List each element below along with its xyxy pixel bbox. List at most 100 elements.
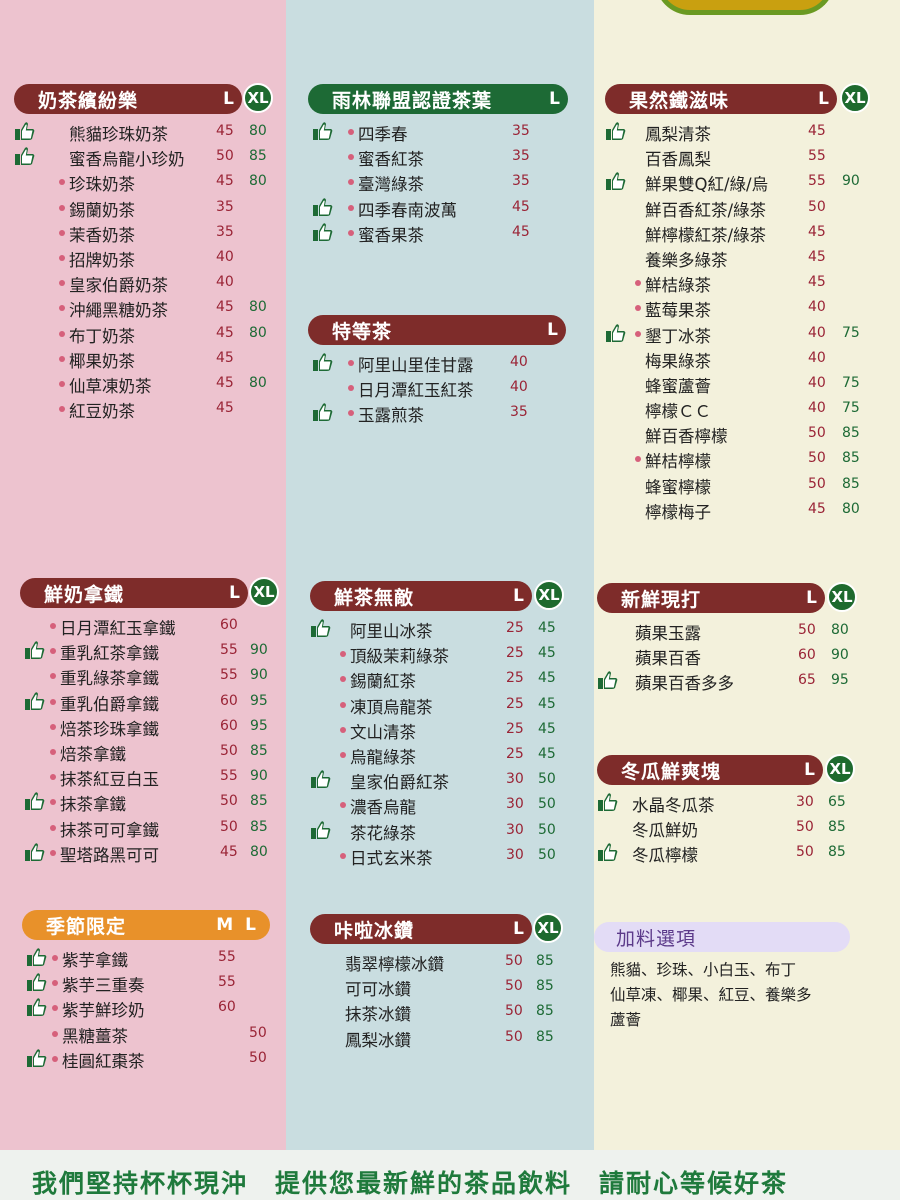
price-large: 85: [250, 818, 268, 835]
section-fruit: 果然鐵滋味 L XL 鳳梨清茶 45 百香鳳梨 55 鮮果雙Q紅/綠/烏 55 90 鮮百香紅茶/綠…: [605, 83, 875, 523]
item-name: 抹茶可可拿鐵: [60, 820, 159, 840]
section-latte: 鮮奶拿鐵 L XL 日月潭紅玉拿鐵 60 重乳紅茶拿鐵 55 90 重乳綠茶拿鐵 55 90 重乳伯爵…: [20, 577, 280, 866]
price-small: 45: [512, 223, 530, 240]
item-name: 重乳伯爵拿鐵: [60, 694, 159, 714]
bullet-dot: [50, 673, 56, 680]
item-name: 日月潭紅玉紅茶: [358, 381, 474, 401]
menu-item: 錫蘭奶茶 35: [14, 196, 274, 221]
menu-item: 黑糖薑茶 50: [22, 1022, 282, 1047]
item-name: 蜜香烏龍小珍奶: [69, 150, 185, 170]
menu-item: 蘋果玉露 50 80: [597, 619, 867, 644]
item-name: 錫蘭奶茶: [69, 200, 135, 220]
menu-item: 焙茶拿鐵 50 85: [20, 740, 280, 765]
rainforest-header: 雨林聯盟認證茶葉 L: [308, 84, 568, 114]
price-large: 85: [536, 978, 554, 995]
menu-item: 日月潭紅玉紅茶 40: [308, 376, 573, 401]
thumbs-up-icon: [597, 670, 619, 690]
price-large: 65: [828, 794, 846, 810]
item-name: 檸檬梅子: [645, 502, 711, 522]
item-name: 文山清茶: [350, 722, 416, 742]
item-name: 鮮果雙Q紅/綠/烏: [645, 175, 769, 195]
price-small: 55: [220, 667, 238, 684]
menu-list: 鳳梨清茶 45 百香鳳梨 55 鮮果雙Q紅/綠/烏 55 90 鮮百香紅茶/綠茶 50 鮮檸檬紅茶…: [605, 120, 875, 523]
price-small: 60: [220, 692, 238, 709]
thumbs-up-icon: [312, 352, 334, 372]
thumbs-up-icon: [605, 323, 627, 343]
menu-item: 檸檬ＣＣ 40 75: [605, 397, 875, 422]
price-large: 45: [538, 620, 556, 636]
menu-item: 茶花綠茶 30 50: [310, 819, 570, 844]
price-small: 45: [808, 274, 826, 291]
menu-item: 阿里山里佳甘露 40: [308, 351, 573, 376]
price-large: 45: [538, 670, 556, 687]
price-small: 25: [506, 745, 524, 762]
bullet-dot: [348, 129, 354, 135]
price-small: 50: [505, 1028, 523, 1045]
item-name: 珍珠奶茶: [69, 175, 135, 195]
item-name: 茉香奶茶: [69, 225, 135, 245]
bullet-dot: [59, 280, 65, 287]
bullet-dot: [59, 204, 65, 211]
size-label: L: [806, 588, 817, 608]
price-large: 85: [842, 450, 860, 467]
price-small: 45: [216, 299, 234, 316]
item-name: 紫芋鮮珍奶: [62, 1001, 145, 1021]
item-name: 烏龍綠茶: [350, 747, 416, 767]
bullet-dot: [59, 355, 65, 362]
item-name: 藍莓果茶: [645, 301, 711, 321]
price-small: 50: [505, 978, 523, 995]
price-small: 40: [808, 400, 826, 417]
menu-item: 檸檬梅子 45 80: [605, 498, 875, 523]
section-winter-melon: 冬瓜鮮爽塊 L XL 水晶冬瓜茶 30 65 冬瓜鮮奶 50 85 冬瓜檸檬 50 85: [597, 754, 867, 867]
bullet-dot: [635, 330, 641, 337]
thumbs-up-icon: [310, 618, 332, 638]
toppings-list: 熊貓、珍珠、小白玉、布丁 仙草凍、椰果、紅豆、養樂多 蘆薈: [610, 958, 870, 1033]
price-small: 45: [808, 500, 826, 517]
price-small: 50: [798, 622, 816, 638]
thumbs-up-icon: [14, 121, 36, 141]
price-small: 30: [506, 771, 524, 788]
item-name: 水晶冬瓜茶: [632, 796, 715, 815]
section-title: 鮮奶拿鐵: [44, 583, 125, 606]
section-title: 季節限定: [46, 915, 127, 938]
item-name: 濃香烏龍: [350, 798, 416, 818]
menu-item: 墾丁冰茶 40 75: [605, 322, 875, 347]
price-small: 60: [220, 717, 238, 734]
bullet-dot: [50, 849, 56, 856]
menu-item: 重乳伯爵拿鐵 60 95: [20, 690, 280, 715]
size-label: L: [547, 320, 558, 340]
price-small: 25: [506, 720, 524, 737]
bullet-dot: [50, 799, 56, 806]
item-name: 鳳梨清茶: [645, 125, 711, 144]
section-title: 鮮茶無敵: [334, 586, 415, 609]
price-large: 85: [249, 148, 267, 165]
menu-item: 頂級茉莉綠茶 25 45: [310, 642, 570, 667]
price-small: 35: [510, 404, 528, 421]
bullet-dot: [52, 955, 58, 961]
price-large: 80: [831, 622, 849, 638]
menu-item: 重乳紅茶拿鐵 55 90: [20, 639, 280, 664]
menu-item: 鳳梨冰鑽 50 85: [310, 1026, 570, 1051]
price-small: 60: [798, 647, 816, 664]
section-kala-ice: 咔啦冰鑽 L XL 翡翠檸檬冰鑽 50 85 可可冰鑽 50 85 抹茶冰鑽 50 85 鳳梨冰鑽 50 8…: [310, 913, 570, 1051]
menu-item: 鮮百香檸檬 50 85: [605, 422, 875, 447]
price-small: 40: [808, 299, 826, 316]
thumbs-up-icon: [310, 820, 332, 840]
menu-item: 阿里山冰茶 25 45: [310, 617, 570, 642]
item-name: 可可冰鑽: [345, 980, 411, 1000]
thumbs-up-icon: [312, 222, 334, 242]
price-small: 50: [808, 450, 826, 467]
menu-list: 翡翠檸檬冰鑽 50 85 可可冰鑽 50 85 抹茶冰鑽 50 85 鳳梨冰鑽 50 85: [310, 950, 570, 1051]
thumbs-up-icon: [605, 121, 627, 141]
menu-list: 熊貓珍珠奶茶 45 80 蜜香烏龍小珍奶 50 85 珍珠奶茶 45 80 錫蘭奶茶 35 茉香奶茶 3…: [14, 120, 274, 422]
menu-item: 四季春 35: [308, 120, 573, 145]
size-label: L: [229, 583, 240, 603]
item-name: 茶花綠茶: [350, 823, 416, 843]
menu-item: 文山清茶 25 45: [310, 718, 570, 743]
price-small: 30: [796, 794, 814, 810]
menu-item: 蘋果百香多多 65 95: [597, 669, 867, 694]
item-name: 蘋果百香多多: [635, 674, 734, 694]
menu-item: 招牌奶茶 40: [14, 246, 274, 271]
menu-item: 皇家伯爵紅茶 30 50: [310, 768, 570, 793]
item-name: 鮮百香紅茶/綠茶: [645, 200, 767, 220]
